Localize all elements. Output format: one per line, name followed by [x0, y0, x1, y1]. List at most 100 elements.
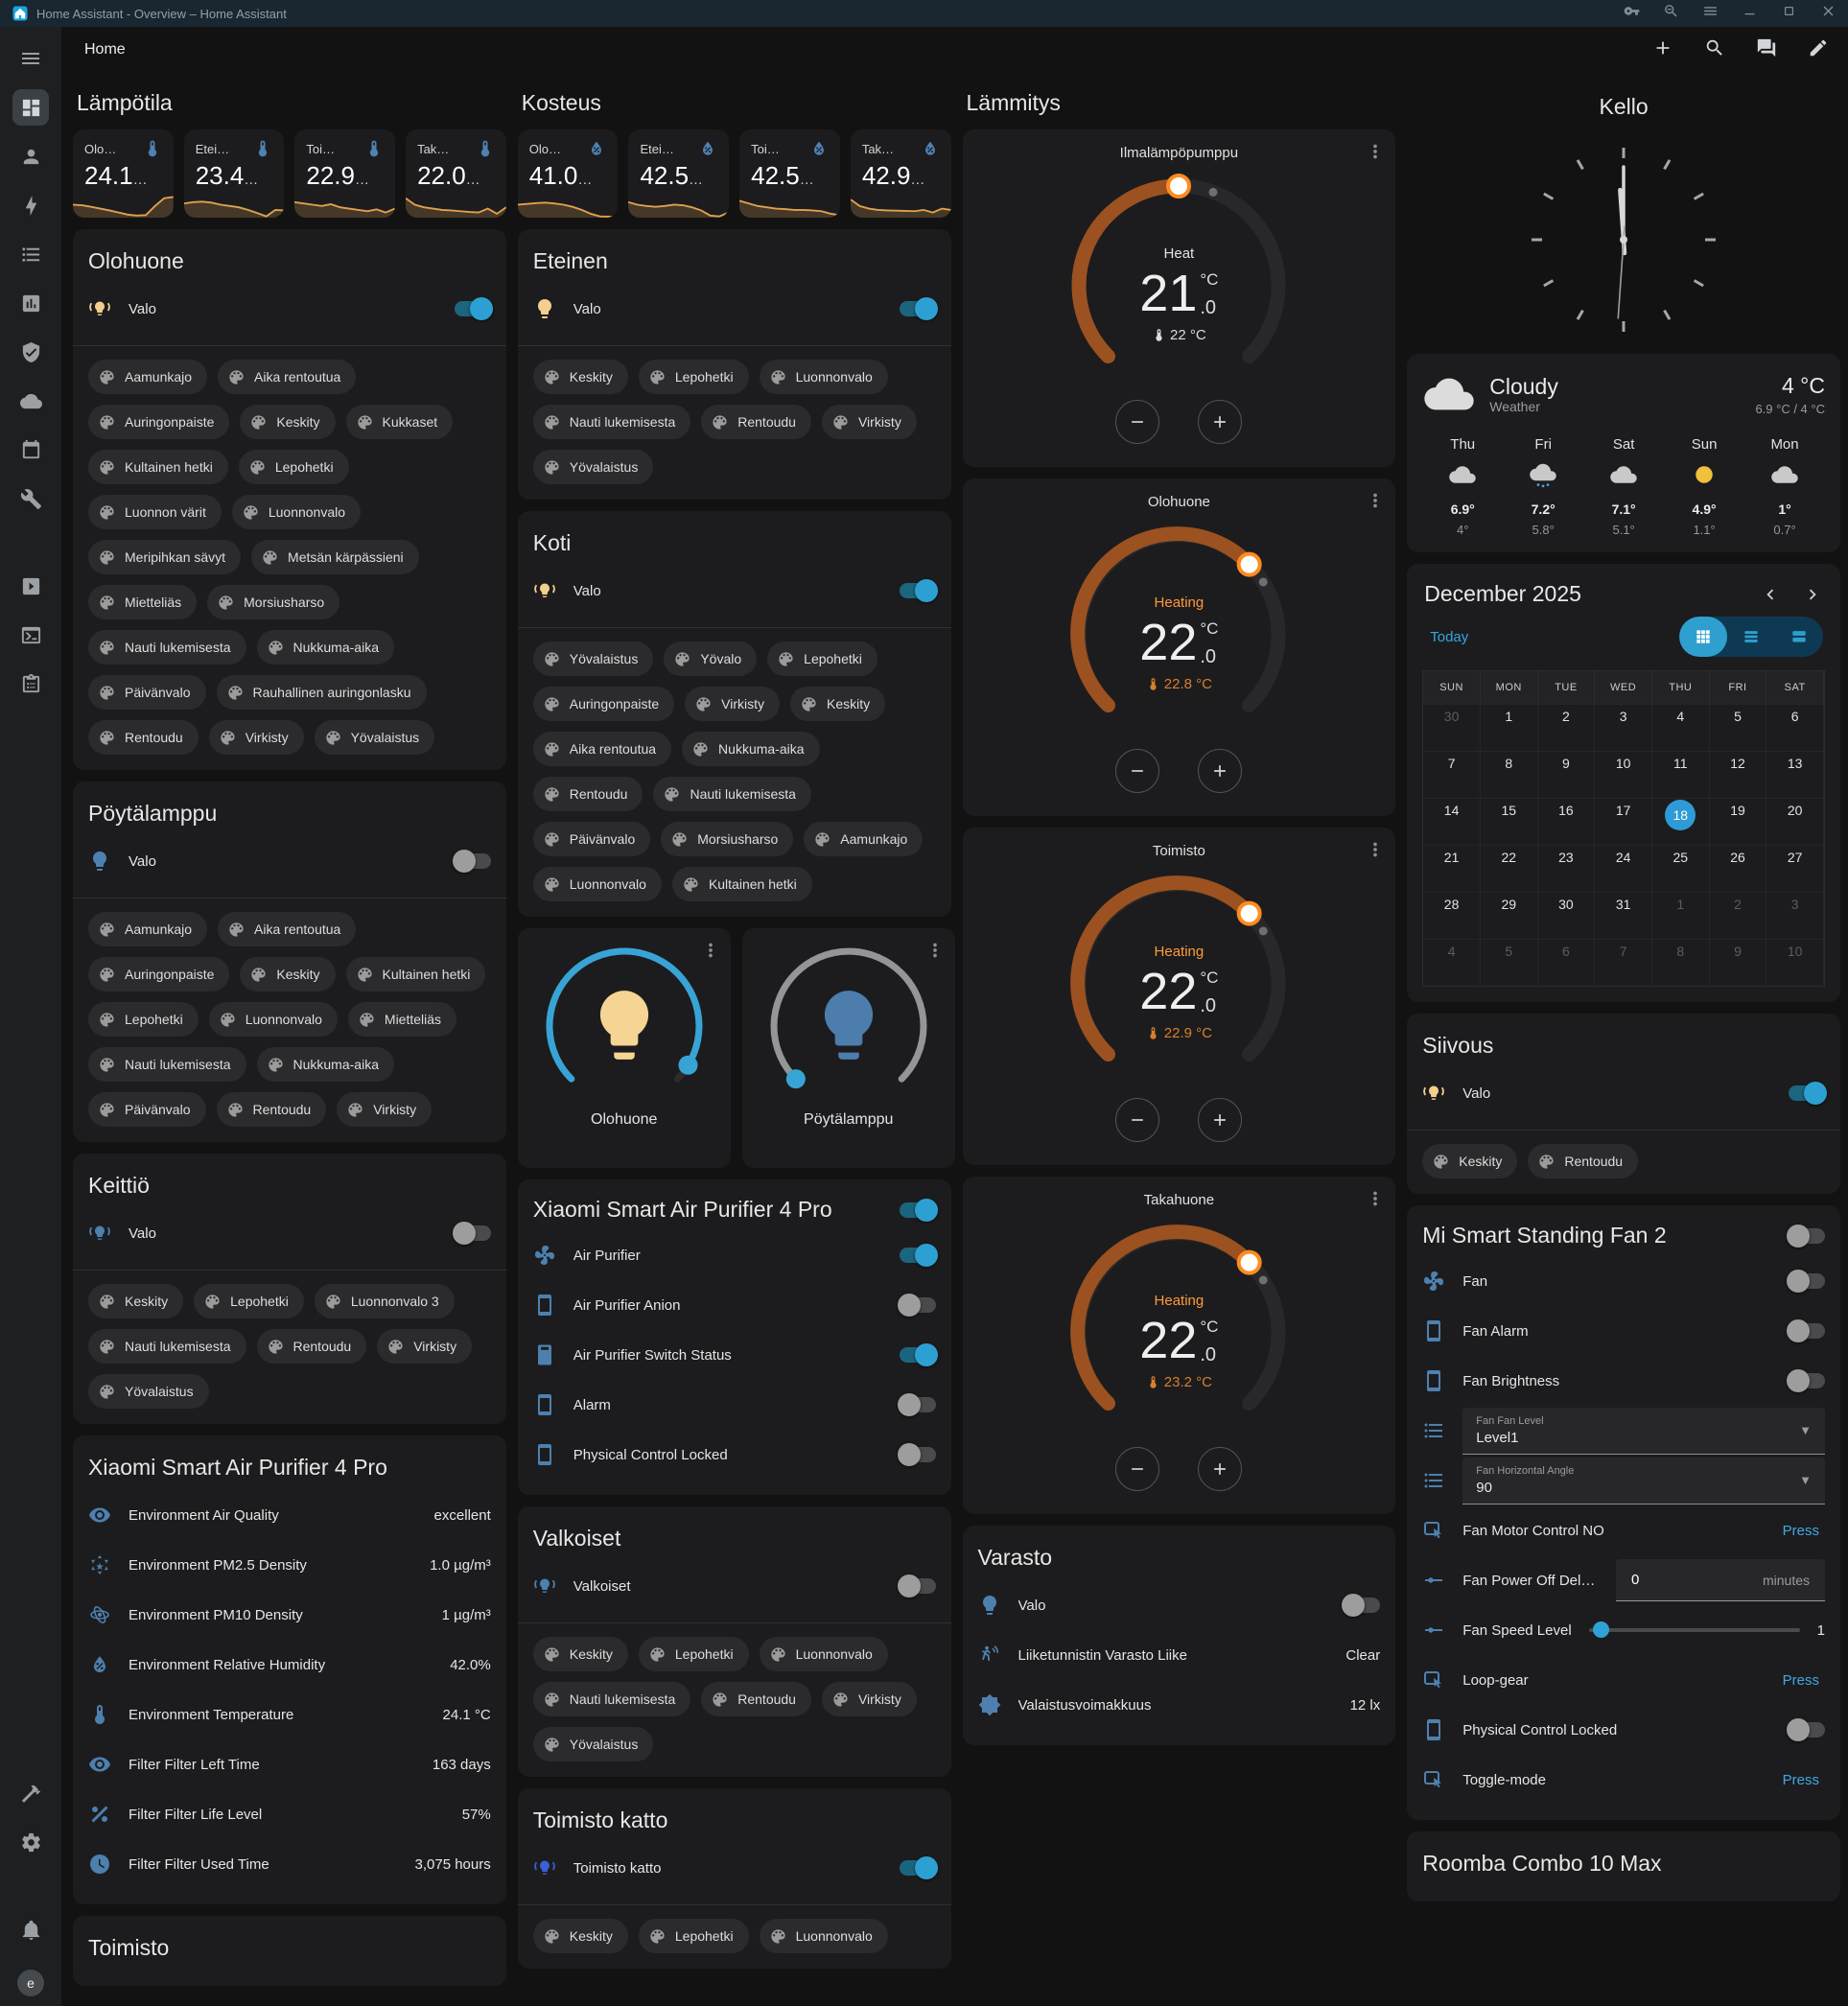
sidebar-notifications[interactable] [12, 1911, 49, 1948]
calendar-day[interactable]: 23 [1537, 845, 1596, 892]
toggle-switch[interactable] [899, 1856, 938, 1879]
sidebar-item-chart[interactable] [12, 285, 49, 321]
scene-chip[interactable]: Mietteliäs [88, 585, 198, 619]
calendar-day[interactable]: 21 [1423, 845, 1481, 892]
sidebar-item-playbox[interactable] [12, 568, 49, 604]
scene-chip[interactable]: Kukkaset [345, 405, 454, 439]
more-options-button[interactable] [700, 940, 721, 961]
decrease-temperature-button[interactable] [1115, 1098, 1160, 1142]
user-avatar[interactable]: e [17, 1970, 44, 1996]
entity-row[interactable]: Environment Air Quality excellent [88, 1490, 491, 1540]
scene-chip[interactable]: Nukkuma-aika [256, 630, 394, 665]
scene-chip[interactable]: Rentoudu [701, 1682, 811, 1716]
scene-chip[interactable]: Yövalaistus [88, 1374, 209, 1409]
calendar-day[interactable]: 10 [1766, 939, 1824, 986]
entity-row[interactable]: Filter Filter Life Level 57% [88, 1789, 491, 1839]
entity-row[interactable]: Valkoiset [533, 1561, 936, 1611]
scene-chip[interactable]: Meripihkan sävyt [88, 540, 242, 574]
more-options-button[interactable] [1365, 1188, 1386, 1209]
decrease-temperature-button[interactable] [1115, 749, 1160, 793]
scene-chip[interactable]: Luonnonvalo [532, 867, 662, 901]
scene-chip[interactable]: Aamunkajo [88, 912, 208, 946]
scene-chip[interactable]: Luonnonvalo [208, 1002, 338, 1037]
titlebar-winclose-icon[interactable] [1820, 3, 1836, 19]
entity-row[interactable]: Environment Relative Humidity 42.0% [88, 1640, 491, 1690]
calendar-day[interactable]: 18 [1651, 798, 1710, 845]
tab-home[interactable]: Home [84, 41, 126, 58]
calendar-day[interactable]: 4 [1423, 939, 1481, 986]
calendar-day[interactable]: 8 [1480, 751, 1538, 798]
calendar-day[interactable]: 6 [1537, 939, 1596, 986]
calendar-day[interactable]: 1 [1651, 892, 1710, 939]
calendar-day[interactable]: 28 [1423, 892, 1481, 939]
calendar-day[interactable]: 1 [1480, 704, 1538, 751]
scene-chip[interactable]: Keskity [532, 360, 628, 394]
titlebar-key-icon[interactable] [1624, 3, 1640, 19]
toggle-switch[interactable] [897, 1393, 936, 1416]
scene-chip[interactable]: Luonnonvalo [759, 1919, 888, 1953]
sensor-card[interactable]: Toi… 42.5… [739, 129, 840, 218]
entity-row[interactable]: Filter Filter Left Time 163 days [88, 1739, 491, 1789]
entity-row[interactable]: Valo [88, 1208, 491, 1258]
toggle-switch[interactable] [899, 297, 938, 320]
scene-chip[interactable]: Nauti lukemisesta [88, 1047, 246, 1082]
sidebar-item-shield[interactable] [12, 334, 49, 370]
scene-chip[interactable]: Keskity [790, 687, 886, 721]
entity-row[interactable]: Valaistusvoimakkuus 12 lx [978, 1680, 1380, 1730]
scene-chip[interactable]: Yövalaistus [314, 720, 435, 755]
toggle-switch[interactable] [1787, 1270, 1825, 1293]
scene-chip[interactable]: Aika rentoutua [218, 360, 357, 394]
calendar-day[interactable]: 3 [1766, 892, 1824, 939]
scene-chip[interactable]: Keskity [240, 405, 336, 439]
scene-chip[interactable]: Morsiusharso [661, 822, 794, 856]
scene-chip[interactable]: Yövalaistus [532, 1727, 654, 1761]
sidebar-item-clipboard[interactable] [12, 665, 49, 702]
scene-chip[interactable]: Keskity [88, 1284, 184, 1318]
toggle-switch[interactable] [452, 850, 491, 873]
entity-row[interactable]: Toimisto katto [533, 1843, 938, 1893]
entity-row[interactable]: Air Purifier [533, 1230, 938, 1280]
calendar-day[interactable]: 20 [1766, 798, 1824, 845]
scene-chip[interactable]: Luonnonvalo 3 [314, 1284, 455, 1318]
calendar-day[interactable]: 3 [1595, 704, 1652, 751]
scene-chip[interactable]: Keskity [1422, 1144, 1518, 1178]
entity-row[interactable]: Filter Filter Used Time 3,075 hours [88, 1839, 491, 1889]
thermostat-handle[interactable] [1237, 551, 1263, 577]
scene-chip[interactable]: Kultainen hetki [345, 957, 486, 991]
toggle-switch[interactable] [899, 1244, 938, 1267]
thermostat-dial[interactable] [1044, 1210, 1313, 1440]
scene-chip[interactable]: Rauhallinen auringonlasku [216, 675, 427, 710]
toggle-switch[interactable] [1342, 1594, 1381, 1617]
scene-chip[interactable]: Nauti lukemisesta [532, 1682, 691, 1716]
scene-chip[interactable]: Nauti lukemisesta [653, 777, 811, 811]
calendar-day[interactable]: 8 [1651, 939, 1710, 986]
scene-chip[interactable]: Yövalaistus [532, 450, 654, 484]
calendar-day[interactable]: 17 [1595, 798, 1652, 845]
scene-chip[interactable]: Lepohetki [638, 1637, 749, 1671]
sidebar-item-cog[interactable] [12, 1824, 49, 1860]
scene-chip[interactable]: Lepohetki [238, 450, 349, 484]
toggle-switch[interactable] [1789, 1082, 1827, 1105]
calendar-day[interactable]: 25 [1651, 845, 1710, 892]
select-field[interactable]: Fan Horizontal Angle 90 ▼ [1462, 1457, 1825, 1504]
entity-row[interactable]: Air Purifier Switch Status [533, 1330, 938, 1380]
calendar-day[interactable]: 10 [1595, 751, 1652, 798]
scene-chip[interactable]: Nauti lukemisesta [88, 1329, 246, 1364]
entity-row[interactable]: Physical Control Locked [1422, 1705, 1825, 1755]
titlebar-magminus-icon[interactable] [1663, 3, 1679, 19]
calendar-day[interactable]: 2 [1537, 704, 1596, 751]
calendar-day[interactable]: 9 [1709, 939, 1767, 986]
sensor-card[interactable]: Tak… 42.9… [850, 129, 951, 218]
calendar-day[interactable]: 13 [1766, 751, 1824, 798]
dial-handle[interactable] [785, 1069, 806, 1089]
scene-chip[interactable]: Mietteliäs [347, 1002, 457, 1037]
toggle-switch[interactable] [897, 1294, 936, 1317]
calendar-day[interactable]: 27 [1766, 845, 1824, 892]
toggle-switch[interactable] [1787, 1224, 1825, 1248]
scene-chip[interactable]: Virkisty [337, 1092, 433, 1127]
press-button[interactable]: Press [1777, 1671, 1825, 1690]
calendar-day[interactable]: 24 [1595, 845, 1652, 892]
toggle-switch[interactable] [897, 1574, 936, 1598]
scene-chip[interactable]: Päivänvalo [88, 1092, 206, 1127]
sensor-card[interactable]: Etei… 42.5… [628, 129, 730, 218]
